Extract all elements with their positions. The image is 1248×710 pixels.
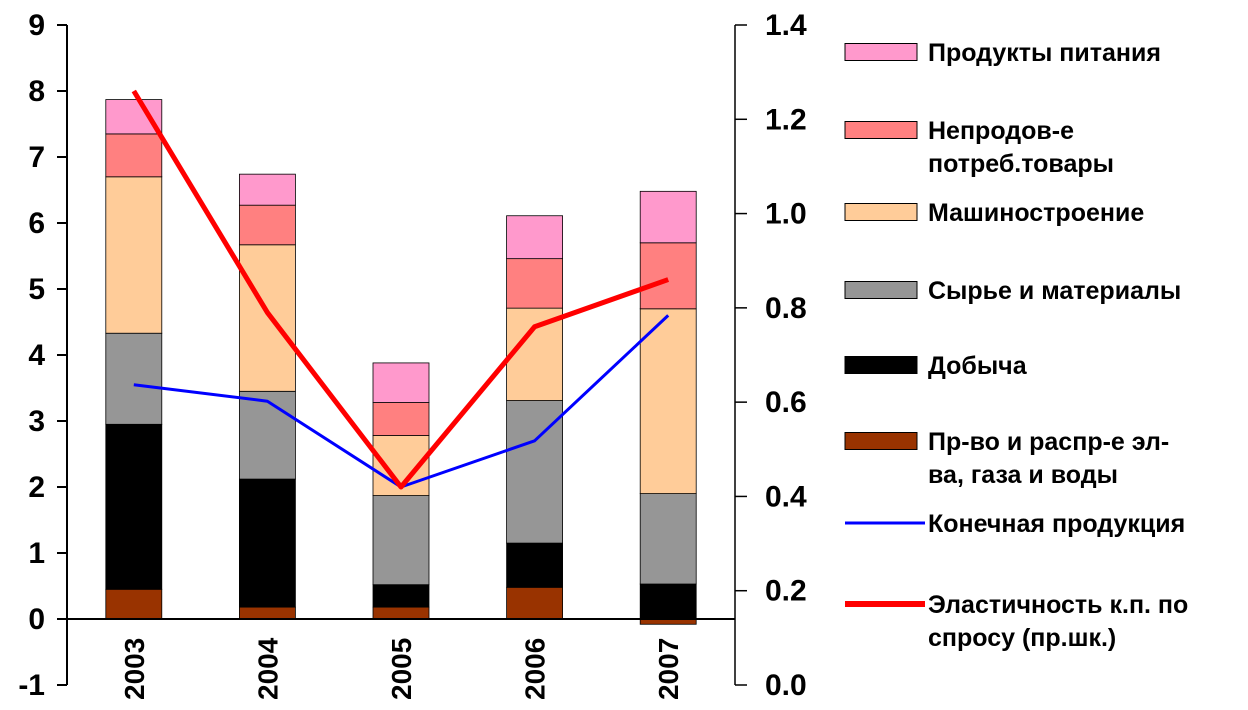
category-label: 2003 [119, 638, 150, 700]
bar-segment [105, 176, 163, 334]
legend-swatch [844, 43, 918, 61]
left-axis-tick-label: 5 [28, 273, 45, 306]
left-axis-tick-label: 8 [28, 75, 45, 108]
bar-segment [372, 584, 430, 608]
legend-label: Продукты питания [928, 39, 1161, 67]
legend-swatch [844, 121, 918, 139]
bar-segment [238, 204, 296, 246]
left-axis-tick-label: 1 [28, 537, 45, 570]
right-axis-tick-label: 0.8 [765, 292, 807, 325]
legend-label: спросу (пр.шк.) [928, 624, 1116, 652]
right-axis-tick-label: 0.6 [765, 386, 807, 419]
bar-segment [506, 586, 564, 620]
bar-segment [238, 390, 296, 480]
bar-segment [105, 588, 163, 620]
left-axis-tick-label: 0 [28, 603, 45, 636]
legend-label: потреб.товары [928, 150, 1114, 178]
right-axis-tick-label: 1.4 [765, 9, 807, 42]
left-axis-tick-label: 2 [28, 471, 45, 504]
bar-segment [372, 362, 430, 403]
bar-segment [639, 493, 697, 585]
bar-segment [506, 542, 564, 588]
right-axis-tick-label: 0.2 [765, 575, 807, 608]
legend-label: Непродов-е [928, 117, 1074, 145]
legend-label: Эластичность к.п. по [928, 591, 1188, 619]
legend-label: Пр-во и распр-е эл- [928, 428, 1169, 456]
bar-segment [639, 308, 697, 494]
left-axis-tick-label: 9 [28, 9, 45, 42]
right-axis-tick-label: 0.4 [765, 480, 807, 513]
left-axis-tick-label: 3 [28, 405, 45, 438]
bar-segment [105, 332, 163, 425]
bar-segment [372, 402, 430, 436]
bar-segment [238, 244, 296, 392]
bar-segment [639, 242, 697, 310]
elasticity-line [131, 89, 670, 490]
bar-segment [639, 583, 697, 620]
legend-swatch [844, 203, 918, 221]
legend-swatch [844, 432, 918, 450]
category-label: 2006 [520, 638, 551, 700]
category-label: 2005 [386, 638, 417, 700]
bar-segment [506, 215, 564, 260]
legend-label: Добыча [928, 352, 1028, 380]
bar-segment [238, 173, 296, 206]
legend-swatch [844, 281, 918, 299]
left-axis-tick-label: 4 [28, 339, 45, 372]
bar-segment [105, 423, 163, 590]
left-axis-tick-label: 6 [28, 207, 45, 240]
bar-segment [105, 99, 163, 135]
left-axis-tick-label: 7 [28, 141, 45, 174]
bar-segment [238, 478, 296, 608]
bar-segment [506, 258, 564, 309]
bar-segment [372, 606, 430, 620]
category-label: 2004 [252, 637, 283, 700]
legend-label: ва, газа и воды [928, 461, 1118, 489]
legend-label: Конечная продукция [928, 510, 1185, 538]
bar-segment [105, 133, 163, 178]
bar-segment [639, 190, 697, 244]
left-axis-tick-label: -1 [18, 669, 45, 702]
right-axis-tick-label: 0.0 [765, 669, 807, 702]
legend-label: Сырье и материалы [928, 277, 1181, 305]
bar-segment [238, 606, 296, 620]
bar-segment [506, 307, 564, 401]
legend-swatch [844, 356, 918, 374]
right-axis-tick-label: 1.2 [765, 103, 807, 136]
legend-label: Машиностроение [928, 199, 1144, 227]
category-label: 2007 [653, 638, 684, 700]
right-axis-tick-label: 1.0 [765, 198, 807, 231]
bar-segment [372, 495, 430, 586]
